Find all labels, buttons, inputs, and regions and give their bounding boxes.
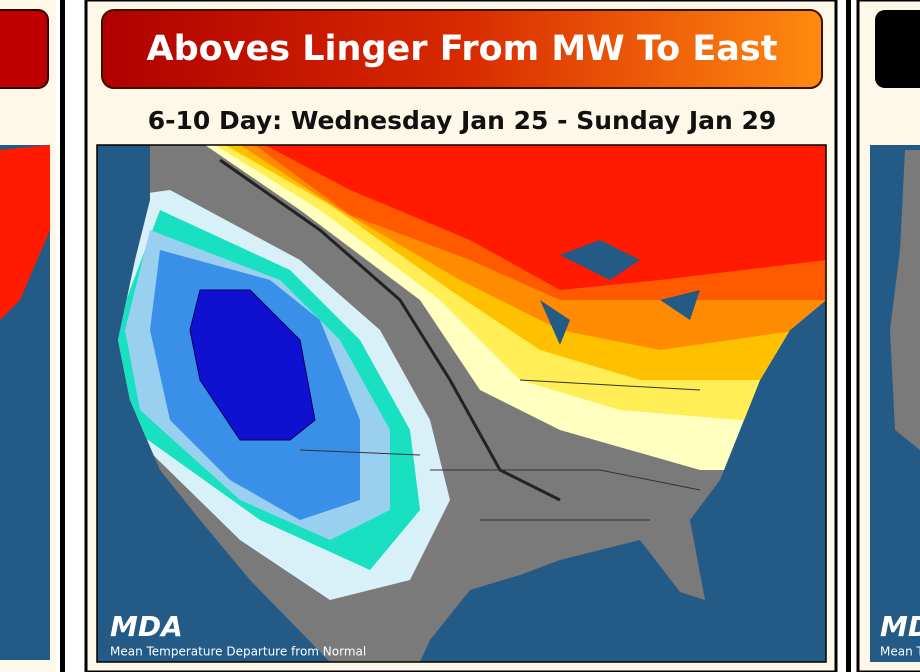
left-map-warm	[0, 145, 50, 320]
map	[97, 145, 826, 662]
divider	[846, 0, 851, 672]
land	[118, 145, 826, 662]
logo: MDA	[110, 610, 183, 643]
title-bar	[101, 9, 823, 89]
left-header	[0, 9, 49, 89]
right-map-land	[890, 150, 920, 450]
divider	[60, 0, 65, 672]
caption: Mean Temperature Departure from Normal	[110, 645, 366, 659]
right-header	[875, 10, 920, 88]
subtitle: 6-10 Day: Wednesday Jan 25 - Sunday Jan …	[148, 106, 777, 135]
map-border	[96, 144, 827, 663]
caption: Mean Temperature Departure from Normal	[880, 645, 920, 659]
logo: MDA	[880, 610, 920, 643]
title: Aboves Linger From MW To East	[146, 29, 777, 69]
